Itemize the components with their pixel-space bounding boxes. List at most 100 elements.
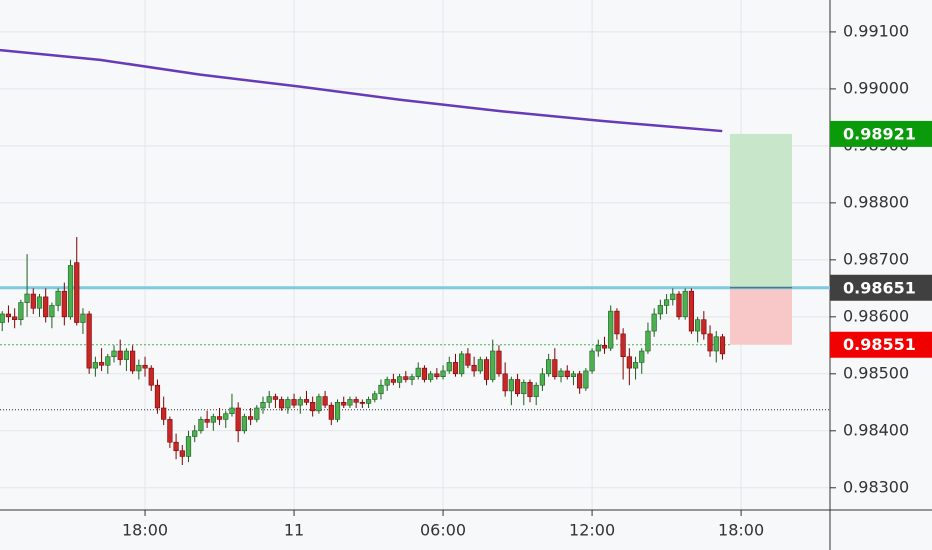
candle-body xyxy=(223,413,229,420)
candle-body xyxy=(24,293,30,303)
candle-body xyxy=(192,430,198,437)
candle-body xyxy=(161,407,167,420)
candle-body xyxy=(303,399,310,403)
candle-body xyxy=(452,362,459,375)
candle-body xyxy=(74,262,80,323)
candle-body xyxy=(210,416,216,423)
candle-body xyxy=(508,379,514,392)
y-tick-label: 0.99100 xyxy=(843,21,909,40)
x-tick-label: 11 xyxy=(284,521,304,540)
candle-body xyxy=(117,350,123,360)
candle-body xyxy=(36,296,43,309)
price-tag xyxy=(830,120,932,147)
y-tick-label: 0.98600 xyxy=(843,306,909,325)
x-tick-label: 18:00 xyxy=(122,521,168,540)
candle-body xyxy=(676,293,682,318)
candle-body xyxy=(167,419,173,443)
candle-body xyxy=(111,350,117,358)
y-tick-label: 0.98700 xyxy=(843,249,909,268)
candle-body xyxy=(570,373,577,377)
candle-body xyxy=(216,416,223,420)
candle-body xyxy=(670,293,676,301)
target-zone xyxy=(729,133,793,288)
candle-body xyxy=(365,399,372,404)
candle-body xyxy=(241,416,247,432)
price-tag-label: 0.98651 xyxy=(843,278,916,297)
candle-body xyxy=(527,382,533,397)
x-tick-label: 18:00 xyxy=(718,521,764,540)
price-tag xyxy=(830,274,932,301)
y-tick-label: 0.99000 xyxy=(843,78,909,97)
candle-body xyxy=(198,419,204,432)
candle-body xyxy=(583,370,589,389)
candle-body xyxy=(397,376,403,383)
candle-body xyxy=(471,364,477,372)
candle-body xyxy=(359,402,365,404)
candle-body xyxy=(154,384,161,409)
candle-body xyxy=(421,367,428,380)
candle-body xyxy=(341,402,347,406)
candle-body xyxy=(297,399,303,406)
candle-body xyxy=(428,373,434,380)
candle-body xyxy=(564,370,570,377)
candle-body xyxy=(378,384,384,395)
price-tag xyxy=(830,331,932,358)
candle-body xyxy=(353,399,359,403)
candle-body xyxy=(266,396,272,403)
candle-body xyxy=(105,356,111,366)
candle-body xyxy=(483,359,490,380)
price-tag-label: 0.98551 xyxy=(843,335,916,354)
candle-body xyxy=(229,407,235,414)
candle-body xyxy=(595,345,601,352)
candle-body xyxy=(291,399,297,406)
candle-body xyxy=(179,450,185,457)
candle-body xyxy=(608,310,614,349)
stop-zone xyxy=(729,287,793,345)
y-tick-label: 0.98800 xyxy=(843,192,909,211)
candle-body xyxy=(130,350,136,372)
candle-body xyxy=(701,319,707,335)
candle-body xyxy=(651,313,657,332)
candle-body xyxy=(0,313,5,323)
candle-body xyxy=(328,404,334,420)
candle-body xyxy=(247,416,254,420)
candle-body xyxy=(12,316,18,320)
candle-body xyxy=(316,396,322,412)
moving-average-line xyxy=(0,48,723,133)
candle-body xyxy=(639,350,645,363)
candle-body xyxy=(30,293,36,309)
candle-body xyxy=(173,441,179,452)
candle-body xyxy=(682,290,688,318)
candle-body xyxy=(707,333,713,352)
candle-body xyxy=(695,319,701,332)
x-tick-label: 06:00 xyxy=(420,521,466,540)
candle-body xyxy=(459,353,465,375)
candle-body xyxy=(43,296,49,318)
y-tick-label: 0.98500 xyxy=(843,363,909,382)
candle-body xyxy=(123,350,130,360)
candle-body xyxy=(521,382,527,395)
candle-body xyxy=(5,313,12,318)
candle-body xyxy=(235,407,241,432)
candle-body xyxy=(403,376,409,380)
candle-body xyxy=(279,399,285,409)
candle-body xyxy=(185,436,192,457)
candle-body xyxy=(663,299,670,306)
candle-body xyxy=(55,290,61,306)
candle-body xyxy=(80,313,86,323)
candle-body xyxy=(446,362,452,372)
candle-body xyxy=(626,356,632,369)
candle-body xyxy=(552,359,558,377)
candle-body xyxy=(533,384,539,397)
candle-body xyxy=(440,370,446,377)
candle-body xyxy=(645,330,651,352)
candle-body xyxy=(688,290,695,332)
candle-body xyxy=(434,373,440,377)
candle-body xyxy=(148,367,154,386)
candle-body xyxy=(601,345,608,349)
y-tick-label: 0.98400 xyxy=(843,420,909,439)
candle-body xyxy=(260,402,266,409)
candle-body xyxy=(477,359,483,372)
